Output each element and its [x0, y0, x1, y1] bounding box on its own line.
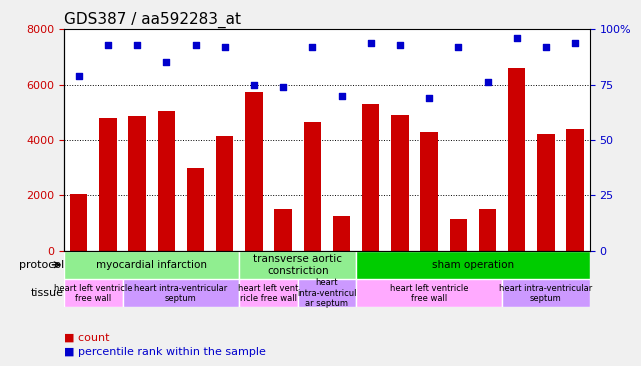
Bar [567, 129, 584, 251]
Text: ■ percentile rank within the sample: ■ percentile rank within the sample [64, 347, 266, 357]
Point [365, 40, 376, 45]
Text: tissue: tissue [31, 288, 64, 298]
Text: sham operation: sham operation [432, 260, 514, 270]
Text: heart intra-ventricular
septum: heart intra-ventricular septum [134, 284, 228, 303]
Bar [274, 209, 292, 251]
Point [307, 44, 317, 50]
FancyBboxPatch shape [356, 279, 502, 307]
Point [249, 82, 259, 87]
Point [453, 44, 463, 50]
Bar [537, 134, 554, 251]
Text: transverse aortic
constriction: transverse aortic constriction [253, 254, 342, 276]
Text: myocardial infarction: myocardial infarction [96, 260, 207, 270]
Text: protocol: protocol [19, 260, 64, 270]
Text: heart
intra-ventricul
ar septum: heart intra-ventricul ar septum [297, 278, 356, 308]
Point [512, 35, 522, 41]
Point [337, 93, 347, 98]
Bar [391, 115, 409, 251]
FancyBboxPatch shape [64, 251, 239, 279]
FancyBboxPatch shape [502, 279, 590, 307]
Point [220, 44, 230, 50]
Text: ■ count: ■ count [64, 332, 110, 342]
Point [278, 84, 288, 90]
Text: heart left ventricle
free wall: heart left ventricle free wall [54, 284, 133, 303]
Bar [333, 216, 350, 251]
Bar [420, 132, 438, 251]
Text: heart left vent
ricle free wall: heart left vent ricle free wall [238, 284, 299, 303]
FancyBboxPatch shape [297, 279, 356, 307]
Bar [449, 219, 467, 251]
Bar [304, 122, 321, 251]
Text: heart intra-ventricular
septum: heart intra-ventricular septum [499, 284, 592, 303]
FancyBboxPatch shape [356, 251, 590, 279]
Text: GDS387 / aa592283_at: GDS387 / aa592283_at [64, 12, 241, 28]
Bar [479, 209, 496, 251]
Point [541, 44, 551, 50]
Point [395, 42, 405, 48]
Point [424, 95, 434, 101]
FancyBboxPatch shape [239, 251, 356, 279]
Point [483, 79, 493, 85]
FancyBboxPatch shape [239, 279, 297, 307]
Bar [70, 194, 87, 251]
FancyBboxPatch shape [122, 279, 239, 307]
Bar [128, 116, 146, 251]
Bar [99, 118, 117, 251]
Bar [216, 136, 233, 251]
Point [132, 42, 142, 48]
Point [103, 42, 113, 48]
Bar [245, 92, 263, 251]
FancyBboxPatch shape [64, 279, 122, 307]
Text: heart left ventricle
free wall: heart left ventricle free wall [390, 284, 469, 303]
Point [161, 60, 171, 66]
Bar [187, 168, 204, 251]
Bar [158, 111, 175, 251]
Point [190, 42, 201, 48]
Point [570, 40, 580, 45]
Bar [508, 68, 526, 251]
Point [74, 73, 84, 79]
Bar [362, 104, 379, 251]
